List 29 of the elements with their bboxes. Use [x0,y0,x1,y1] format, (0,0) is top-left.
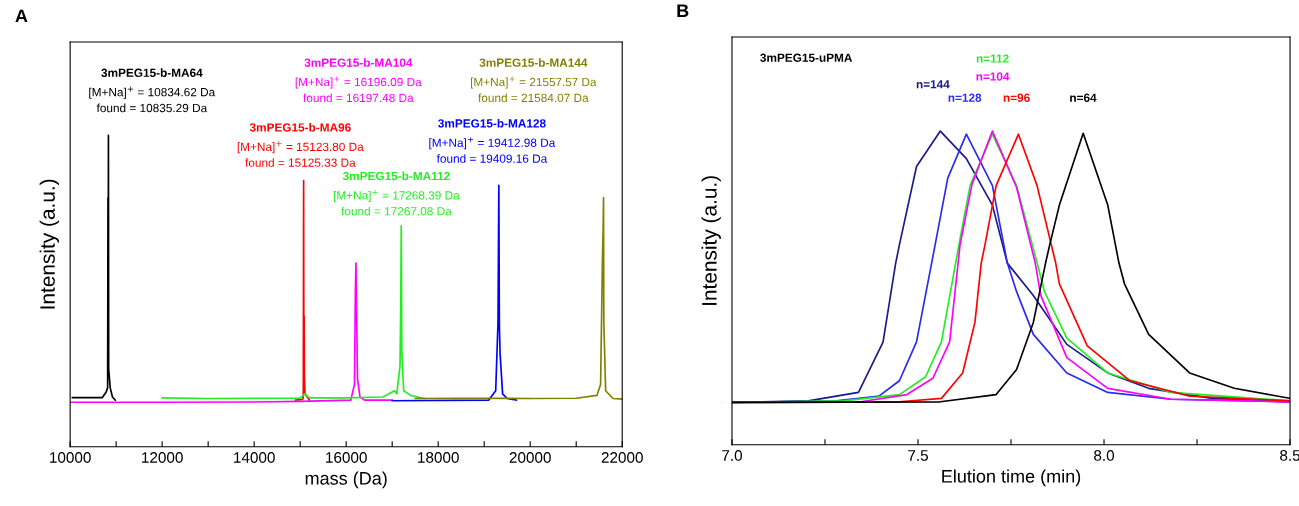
text: 3mPEG15-b-MA64 [M+Na]$^{+}$ = 10834.62 Da found = 10835.29 Da [89,68,216,113]
x-tick-label: 8.0 [1094,450,1115,461]
text: 3mPEG15-b-MA104 [M+Na]$^{+}$ = 16196.09 Da found = 16197.48 Da [295,58,422,103]
chart-title: A [15,9,28,23]
text: n=64 [1070,93,1097,102]
y-axis-title: Intensity (a.u.) [701,176,721,305]
x-tick-label: 20000 [509,452,551,463]
text: n=144 [916,80,950,89]
chart-title: B [677,4,689,17]
x-tick-label: 22000 [601,452,643,463]
text: 3mPEG15-b-MA144 [M+Na]$^{+}$ = 21557.57 Da found = 21584.07 Da [470,58,597,103]
x-tick-label: 12000 [142,452,183,463]
x-tick-label: 7.5 [908,450,928,461]
text: 3mPEG15-b-MA96 [M+Na]$^{+}$ = 15123.80 Da found = 15125.33 Da [237,122,364,167]
text: n=128 [948,93,982,102]
x-axis-title: mass (Da) [305,471,387,489]
text: n=104 [976,72,1010,81]
y-axis-title: Intensity (a.u.) [39,179,60,309]
text: n=96 [1003,93,1030,102]
text: n=112 [976,54,1009,63]
text: 3mPEG15-b-MA128 [M+Na]$^{+}$ = 19412.98 Da found = 19409.16 Da [429,118,556,163]
x-tick-label: 10000 [50,452,91,463]
x-axis-title: Elution time (min) [942,469,1081,487]
x-tick-label: 14000 [234,452,275,463]
text: 3mPEG15-uPMA [760,53,853,62]
x-tick-label: 16000 [326,452,367,463]
x-tick-label: 7.0 [722,450,743,461]
text: 3mPEG15-b-MA112 [M+Na]$^{+}$ = 17268.39 Da found = 17267.08 Da [333,171,460,216]
x-tick-label: 18000 [418,452,459,463]
